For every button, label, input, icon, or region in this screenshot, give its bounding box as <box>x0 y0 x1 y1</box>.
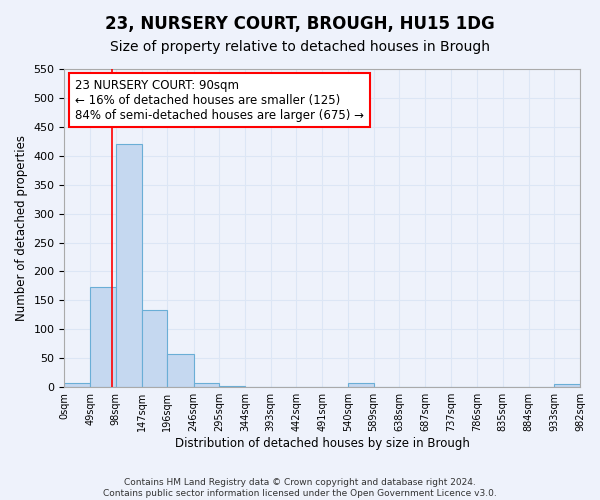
Bar <box>194 383 219 387</box>
Text: Contains HM Land Registry data © Crown copyright and database right 2024.
Contai: Contains HM Land Registry data © Crown c… <box>103 478 497 498</box>
Y-axis label: Number of detached properties: Number of detached properties <box>15 135 28 321</box>
Text: 23, NURSERY COURT, BROUGH, HU15 1DG: 23, NURSERY COURT, BROUGH, HU15 1DG <box>105 15 495 33</box>
X-axis label: Distribution of detached houses by size in Brough: Distribution of detached houses by size … <box>175 437 470 450</box>
Bar <box>90 286 116 387</box>
Text: Size of property relative to detached houses in Brough: Size of property relative to detached ho… <box>110 40 490 54</box>
Bar <box>554 384 580 387</box>
Text: 23 NURSERY COURT: 90sqm
← 16% of detached houses are smaller (125)
84% of semi-d: 23 NURSERY COURT: 90sqm ← 16% of detache… <box>75 78 364 122</box>
Bar <box>64 383 90 387</box>
Bar <box>348 383 374 387</box>
Bar <box>219 386 245 387</box>
Bar <box>142 310 167 387</box>
Bar <box>167 354 194 387</box>
Bar <box>116 144 142 387</box>
